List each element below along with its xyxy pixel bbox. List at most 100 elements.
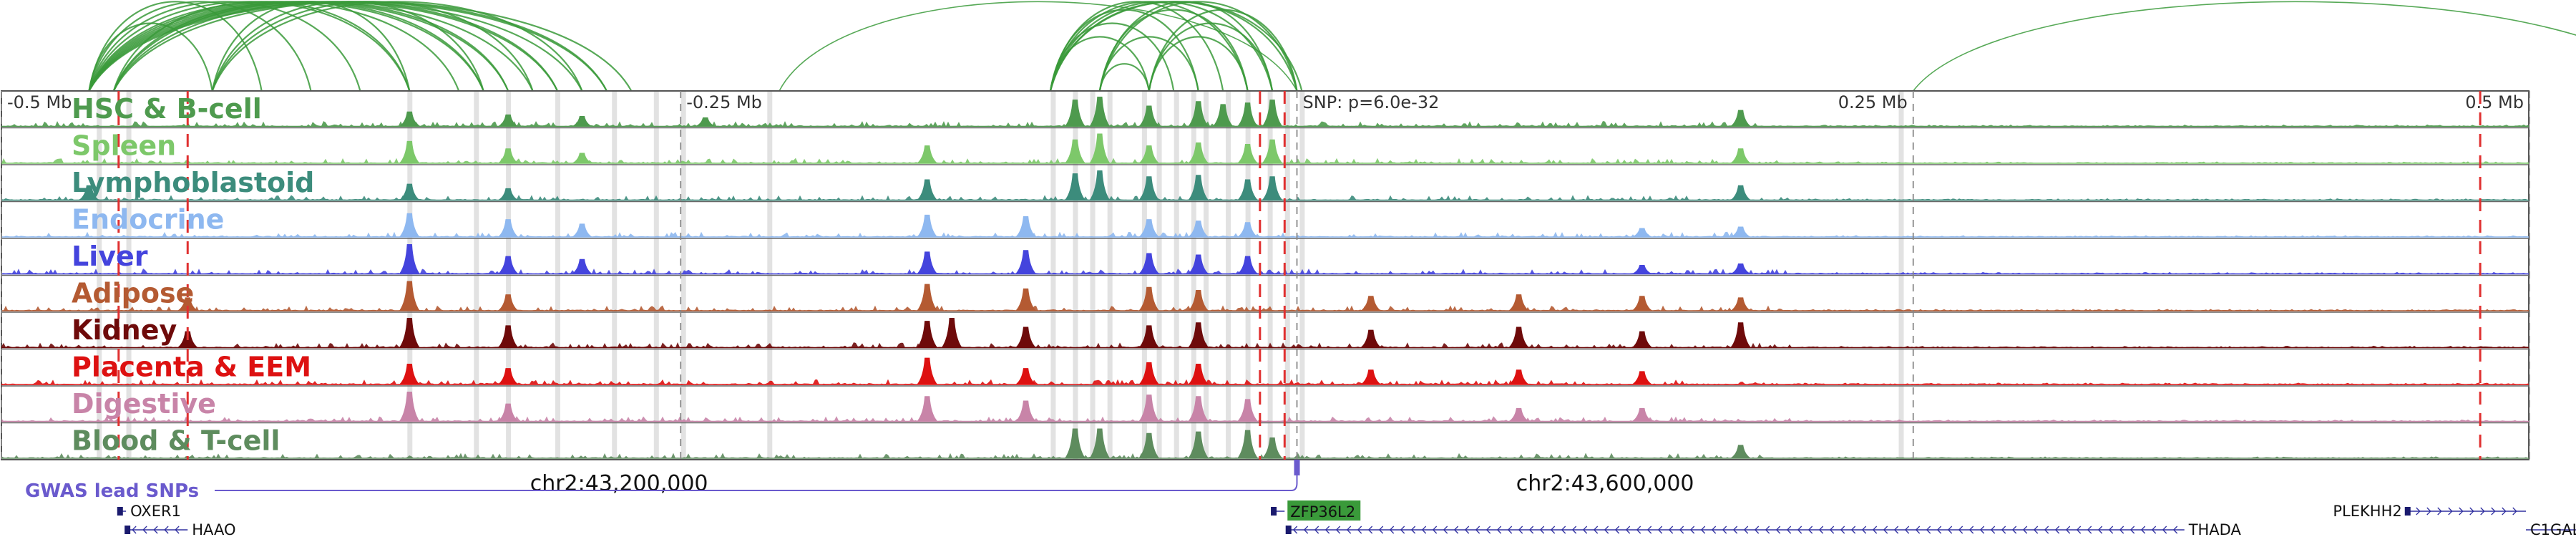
track-peak [497, 403, 519, 422]
track-peak [1631, 331, 1653, 348]
strand-arrow [1904, 526, 1910, 534]
strand-arrow [2119, 526, 2124, 534]
loop-arc [1148, 22, 1274, 92]
strand-arrow [1883, 526, 1888, 534]
track-peak [497, 294, 519, 311]
strand-arrow [1453, 526, 1459, 534]
track-peak [1138, 176, 1160, 200]
track-peak [1188, 175, 1209, 200]
gene-exon [125, 526, 131, 534]
gene-c1galt1c1l: C1GALT1C1L [2526, 521, 2576, 537]
track-peak [399, 140, 420, 163]
track-peak [1730, 297, 1751, 311]
strand-arrow [1926, 526, 1931, 534]
track-lymphoblastoid [1, 164, 2529, 201]
track-spleen [1, 127, 2529, 164]
strand-arrow [2022, 526, 2028, 534]
track-noise [1, 231, 2529, 237]
strand-arrow [1378, 526, 1384, 534]
loop-arc [211, 1, 411, 92]
loop-arc [1913, 1, 2576, 92]
track-peak [1138, 325, 1160, 348]
loop-arc [88, 1, 361, 92]
strand-arrow [1539, 526, 1545, 534]
track-peak [917, 284, 938, 311]
strand-arrow [1292, 526, 1298, 534]
track-label: Spleen [72, 130, 176, 162]
strand-arrow [142, 526, 147, 534]
mb-tick-label: -0.5 Mb [7, 92, 72, 112]
track-peak [1188, 101, 1209, 127]
strand-arrow [1636, 526, 1641, 534]
coordinate-label: chr2:43,600,000 [1516, 471, 1694, 496]
mb-tick-label: -0.25 Mb [686, 92, 762, 112]
track-labels: HSC & B-cell Spleen Lymphoblastoid Endocrin… [72, 93, 314, 457]
strand-arrow [1711, 526, 1717, 534]
track-peak [917, 396, 938, 422]
gwas-label: GWAS lead SNPs [25, 480, 199, 502]
track-peak [1631, 407, 1653, 422]
strand-arrow [1657, 526, 1663, 534]
strand-arrow [1861, 526, 1867, 534]
track-peak [399, 392, 420, 422]
track-peak [1188, 142, 1209, 163]
track-peak [1631, 265, 1653, 274]
gwas-connector [1291, 460, 1298, 491]
track-peak [1138, 105, 1160, 127]
track-peak [497, 325, 519, 348]
loop-arc [88, 1, 608, 92]
track-peak [497, 188, 519, 200]
strand-arrow [2426, 507, 2431, 516]
strand-arrow [1561, 526, 1566, 534]
strand-arrow [2097, 526, 2103, 534]
track-peak [399, 363, 420, 384]
track-peak [917, 145, 938, 163]
strand-arrow [2065, 526, 2071, 534]
track-peak [1730, 110, 1751, 127]
strand-arrow [175, 526, 180, 534]
track-peak [1138, 432, 1160, 458]
track-noise [1, 416, 2529, 422]
track-peak [497, 219, 519, 237]
strand-arrow [2502, 507, 2507, 516]
red-marker-lines [117, 91, 2482, 460]
strand-arrow [1754, 526, 1760, 534]
gene-exon [117, 507, 123, 516]
track-peak [1188, 254, 1209, 274]
strand-arrow [2459, 507, 2464, 516]
strand-arrow [2437, 507, 2442, 516]
track-label: Placenta & EEM [72, 352, 311, 383]
track-peak [399, 213, 420, 237]
track-peak [1237, 144, 1258, 163]
track-peak [1138, 362, 1160, 384]
track-peak [1015, 400, 1036, 422]
track-peak [1065, 173, 1085, 200]
track-label: Endocrine [72, 204, 224, 236]
strand-arrow [1829, 526, 1835, 534]
track-peak [917, 179, 938, 200]
strand-arrow [1346, 526, 1352, 534]
track-peak [1730, 226, 1751, 237]
track-peak [1262, 437, 1283, 458]
gene-exon [1271, 507, 1277, 516]
track-peak [1360, 329, 1382, 348]
track-peak [1188, 363, 1209, 384]
strand-arrow [1464, 526, 1470, 534]
track-peak [1138, 219, 1160, 237]
strand-arrow [1893, 526, 1899, 534]
track-peak [917, 214, 938, 237]
strand-arrow [2469, 507, 2474, 516]
track-peak [399, 111, 420, 127]
gene-oxer1: OXER1 [117, 503, 181, 520]
track-peak [1015, 326, 1036, 348]
strand-arrow [1571, 526, 1577, 534]
strand-arrow [1700, 526, 1706, 534]
strand-arrow [2491, 507, 2496, 516]
track-peak [1730, 263, 1751, 274]
track-peak [1508, 369, 1529, 384]
track-label: HSC & B-cell [72, 93, 262, 125]
strand-arrow [2087, 526, 2092, 534]
track-peak [1631, 371, 1653, 384]
track-peak [1237, 102, 1258, 127]
strand-arrow [1807, 526, 1813, 534]
